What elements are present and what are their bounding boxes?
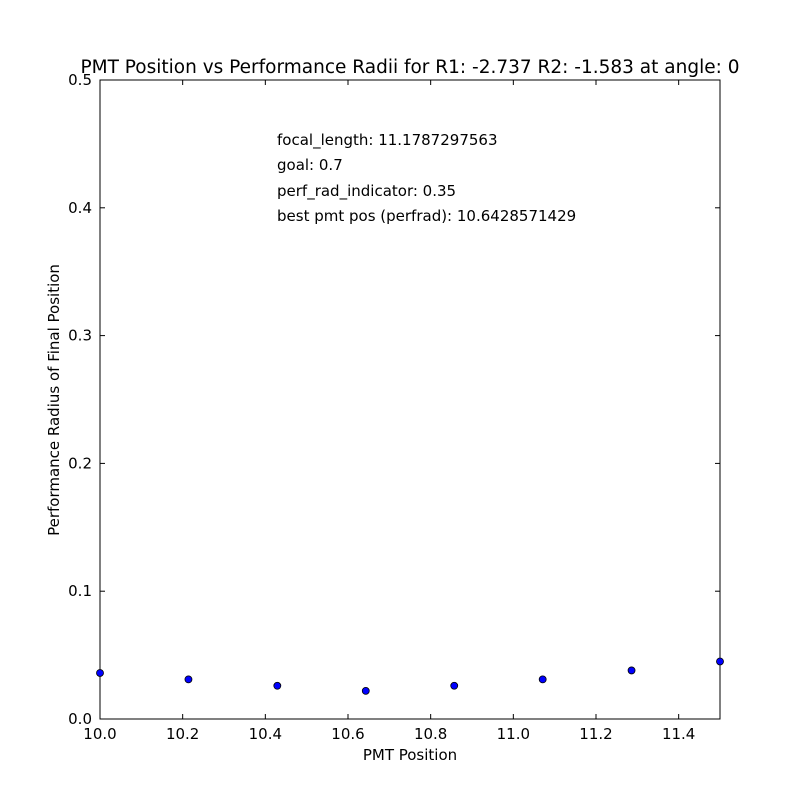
data-point — [716, 657, 724, 666]
y-tick-label: 0.1 — [68, 582, 92, 600]
y-tick-label: 0.0 — [68, 710, 92, 728]
x-tick-label: 11.2 — [579, 725, 612, 743]
plot-area — [99, 79, 721, 720]
annotation-best-pmt-pos: best pmt pos (perfrad): 10.6428571429 — [277, 207, 576, 225]
y-tick-label: 0.4 — [68, 199, 92, 217]
data-point — [184, 675, 193, 684]
data-point — [273, 681, 282, 690]
x-tick-label: 11.0 — [497, 725, 530, 743]
annotation-perf-rad-indicator: perf_rad_indicator: 0.35 — [277, 182, 456, 201]
data-point — [96, 669, 104, 677]
x-tick-label: 10.4 — [249, 725, 282, 743]
annotation-block: focal_length: 11.1787297563 goal: 0.7 pe… — [277, 131, 576, 225]
y-axis-label: Performance Radius of Final Position — [45, 264, 63, 536]
x-tick-label: 10.0 — [83, 725, 116, 743]
annotation-focal-length: focal_length: 11.1787297563 — [277, 131, 498, 150]
x-axis-label: PMT Position — [363, 746, 457, 764]
x-tick-label: 10.2 — [166, 725, 199, 743]
y-tick-label: 0.3 — [68, 327, 92, 345]
x-tick-label: 10.8 — [414, 725, 447, 743]
chart-title: PMT Position vs Performance Radii for R1… — [81, 57, 740, 78]
y-tick-label: 0.5 — [68, 71, 92, 89]
annotation-goal: goal: 0.7 — [277, 156, 343, 174]
data-point — [627, 666, 636, 675]
data-point — [361, 686, 370, 695]
x-tick-label: 10.6 — [331, 725, 364, 743]
data-point — [450, 681, 459, 690]
data-point — [538, 675, 547, 684]
x-tick-label: 11.4 — [662, 725, 695, 743]
y-tick-label: 0.2 — [68, 454, 92, 472]
